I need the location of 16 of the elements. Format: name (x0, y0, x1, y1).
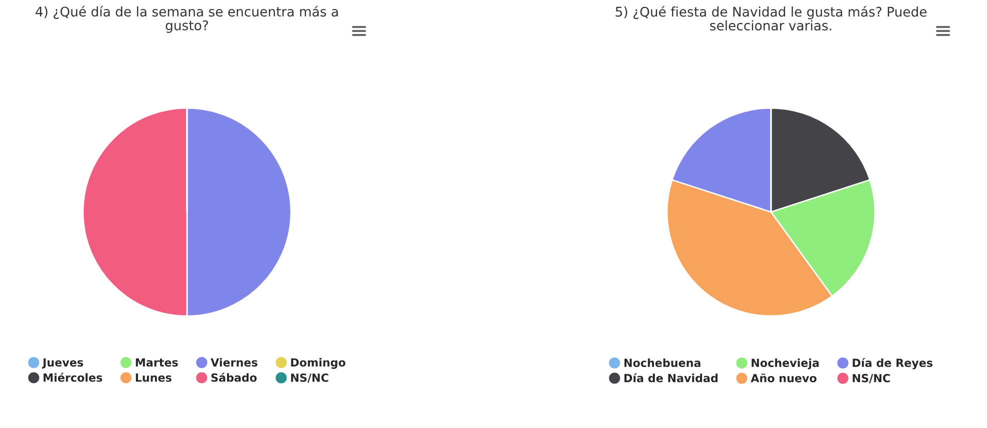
legend-label: Año nuevo (750, 374, 816, 382)
legend-label: Domingo (291, 358, 346, 369)
legend-label: Día de Reyes (852, 358, 932, 370)
chart-title: 5) ¿Qué fiesta de Navidad le gusta más? Puede seleccionar varias. (616, 6, 927, 31)
legend-label: Martes (136, 358, 178, 367)
legend-label: Viernes (210, 358, 258, 367)
legend-label: Miércoles (44, 372, 102, 382)
legend-label: Sábado (211, 372, 257, 382)
legend-label: NS/NC (852, 374, 890, 384)
legend-label: Día de Navidad (624, 373, 718, 382)
legend-label: Nochebuena (624, 358, 700, 368)
chart-title: 4) ¿Qué día de la semana se encuentra más a gusto? (36, 6, 338, 33)
legend-label: Jueves (42, 358, 84, 369)
legend-label: Nochevieja (752, 358, 819, 370)
legend-label: NS/NC (291, 373, 328, 383)
legend-label: Lunes (136, 374, 172, 382)
